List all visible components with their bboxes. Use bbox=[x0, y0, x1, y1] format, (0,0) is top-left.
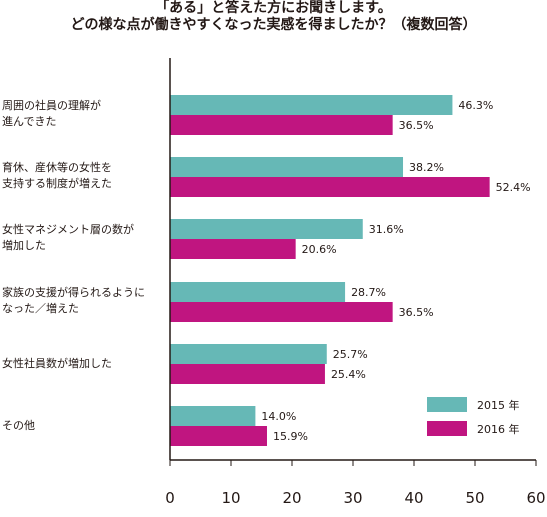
bar-5-series-1 bbox=[170, 426, 267, 446]
data-label-0-series-1: 36.5% bbox=[399, 119, 434, 132]
x-tick-label-0: 0 bbox=[165, 489, 175, 507]
category-label-2-line-0: 女性マネジメント層の数が bbox=[2, 222, 134, 236]
x-tick-label-1: 10 bbox=[221, 489, 240, 507]
x-tick-label-4: 40 bbox=[404, 489, 423, 507]
x-tick-label-2: 20 bbox=[282, 489, 301, 507]
category-label-5-line-0: その他 bbox=[2, 419, 35, 432]
chart-title-line-2: どの様な点が働きやすくなった実感を得ましたか？（複数回答） bbox=[70, 17, 477, 33]
legend-swatch-0 bbox=[427, 397, 467, 412]
legend-label-0: 2015 年 bbox=[477, 398, 520, 412]
legend-swatch-1 bbox=[427, 421, 467, 436]
category-label-4-line-0: 女性社員数が増加した bbox=[2, 356, 112, 370]
bar-2-series-1 bbox=[170, 239, 296, 259]
data-label-1-series-1: 52.4% bbox=[496, 181, 531, 194]
bar-2-series-0 bbox=[170, 219, 363, 239]
category-label-0-line-0: 周囲の社員の理解が bbox=[2, 98, 101, 112]
bar-0-series-0 bbox=[170, 95, 453, 115]
x-tick-label-5: 50 bbox=[465, 489, 484, 507]
data-label-5-series-0: 14.0% bbox=[261, 410, 296, 423]
bar-3-series-0 bbox=[170, 282, 346, 302]
category-label-3-line-1: なった／増えた bbox=[2, 302, 79, 315]
data-label-0-series-0: 46.3% bbox=[458, 99, 493, 112]
data-label-3-series-1: 36.5% bbox=[399, 306, 434, 319]
data-label-5-series-1: 15.9% bbox=[273, 430, 308, 443]
data-label-2-series-0: 31.6% bbox=[369, 223, 404, 236]
legend-label-1: 2016 年 bbox=[477, 422, 520, 436]
category-label-3-line-0: 家族の支援が得られるように bbox=[2, 285, 145, 299]
x-tick-label-6: 60 bbox=[526, 489, 545, 507]
bar-1-series-0 bbox=[170, 157, 404, 177]
chart-title-line-1: 「ある」と答えた方にお聞きします。 bbox=[155, 0, 392, 16]
category-label-2-line-1: 増加した bbox=[2, 239, 46, 252]
data-label-4-series-1: 25.4% bbox=[331, 368, 366, 381]
data-label-3-series-0: 28.7% bbox=[351, 286, 386, 299]
category-label-1-line-0: 育休、産休等の女性を bbox=[2, 160, 112, 174]
bar-0-series-1 bbox=[170, 115, 393, 135]
category-label-1-line-1: 支持する制度が増えた bbox=[2, 176, 112, 190]
bar-1-series-1 bbox=[170, 177, 490, 197]
bar-3-series-1 bbox=[170, 302, 393, 322]
bar-4-series-1 bbox=[170, 364, 325, 384]
data-label-1-series-0: 38.2% bbox=[409, 161, 444, 174]
data-label-4-series-0: 25.7% bbox=[333, 348, 368, 361]
x-tick-label-3: 30 bbox=[343, 489, 362, 507]
data-label-2-series-1: 20.6% bbox=[302, 243, 337, 256]
bar-4-series-0 bbox=[170, 344, 327, 364]
bar-5-series-0 bbox=[170, 406, 256, 426]
category-label-0-line-1: 進んできた bbox=[2, 115, 56, 128]
